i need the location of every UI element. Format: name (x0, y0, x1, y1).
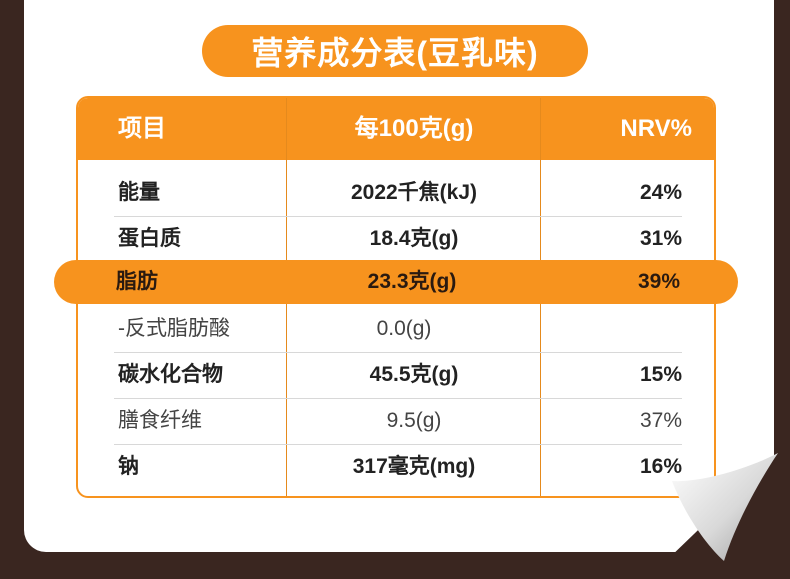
nutrient-value: 45.5克(g) (369, 363, 459, 386)
nutrient-name: 能量 (118, 181, 160, 204)
table-header: 项目 每100克(g) NRV% (78, 98, 714, 160)
nutrient-value: 2022千焦(kJ) (350, 181, 478, 204)
highlight-row (54, 260, 738, 304)
row-divider (114, 216, 682, 217)
nutrient-nrv: 39% (637, 270, 680, 293)
table-row: 钠 317毫克(mg) 16% (78, 444, 714, 490)
table-row: 蛋白质 18.4克(g) 31% (78, 216, 714, 262)
nutrient-nrv: 37% (639, 409, 682, 432)
nutrient-nrv: 16% (639, 455, 682, 478)
nutrient-nrv (540, 306, 682, 352)
header-per-100g: 每100克(g) (354, 115, 474, 142)
table-row: 能量 2022千焦(kJ) 24% (78, 170, 714, 216)
nutrient-name: 碳水化合物 (118, 363, 223, 386)
nutrient-value: 18.4克(g) (369, 227, 459, 250)
nutrient-nrv: 31% (639, 227, 682, 250)
row-divider (114, 352, 682, 353)
nutrient-name: 钠 (118, 455, 139, 478)
page-title: 营养成分表(豆乳味) (202, 25, 588, 77)
nutrient-name: 蛋白质 (118, 227, 181, 250)
header-item: 项目 (118, 115, 166, 142)
nutrient-name: -反式脂肪酸 (118, 317, 230, 340)
nutrient-value: 0.0(g) (376, 317, 432, 340)
table-row: 膳食纤维 9.5(g) 37% (78, 398, 714, 444)
nutrient-name: 脂肪 (116, 270, 158, 293)
table-row: -反式脂肪酸 0.0(g) (78, 306, 714, 352)
nutrient-value: 317毫克(mg) (352, 455, 476, 478)
nutrient-name: 膳食纤维 (118, 409, 202, 432)
nutrient-nrv: 24% (639, 181, 682, 204)
page-curl-icon (666, 453, 778, 561)
table-row: 碳水化合物 45.5克(g) 15% (78, 352, 714, 398)
row-divider (114, 444, 682, 445)
nutrient-value: 9.5(g) (386, 409, 442, 432)
nutrient-value: 23.3克(g) (367, 270, 457, 293)
header-nrv: NRV% (620, 115, 692, 142)
row-divider (114, 398, 682, 399)
nutrient-nrv: 15% (639, 363, 682, 386)
